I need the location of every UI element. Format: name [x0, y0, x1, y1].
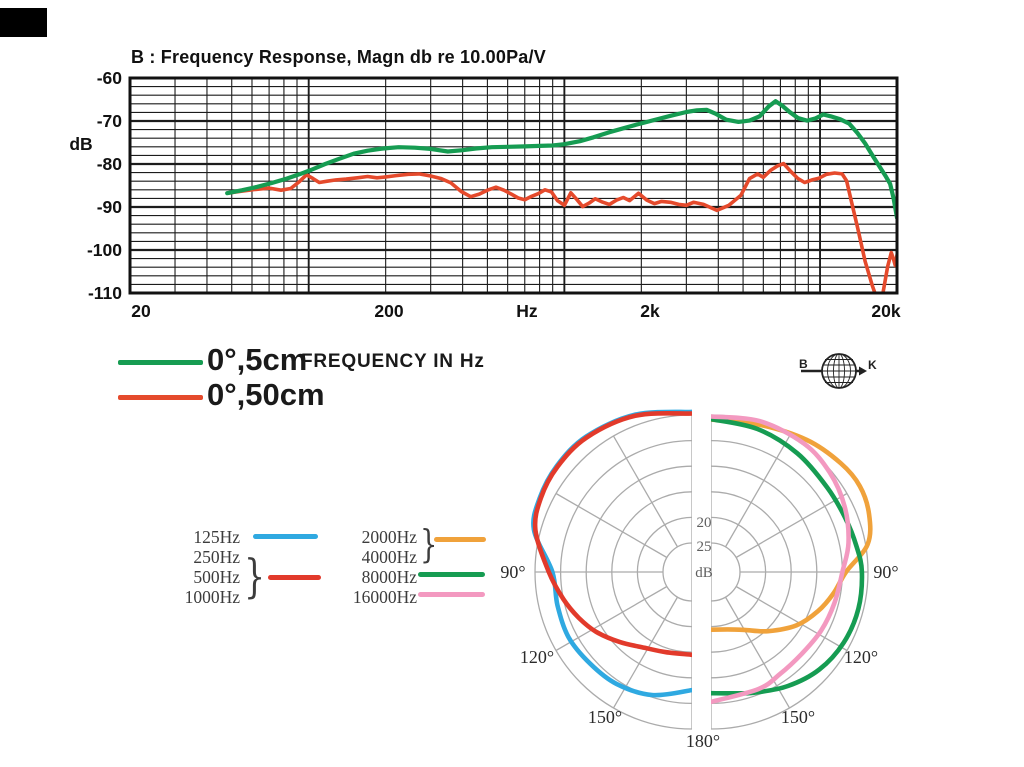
svg-text:-80: -80	[97, 154, 123, 174]
polar-ring-labels: 20 25 dB	[695, 515, 713, 581]
frequency-response-chart: 20 200 Hz 2k 20k -60 -70 -80 -90 -100 -110 dB	[69, 68, 901, 321]
polar-legend-16000hz: 16000Hz	[352, 587, 417, 607]
svg-text:90°: 90°	[873, 562, 898, 582]
bk-logo: B K	[799, 353, 877, 389]
svg-text:150°: 150°	[588, 707, 622, 727]
svg-text:2k: 2k	[640, 301, 660, 321]
polar-series-500Hz-1000Hz	[532, 411, 692, 658]
polar-legend-swatch-125hz	[253, 534, 318, 539]
svg-text:90°: 90°	[500, 562, 525, 582]
fr-x-ticks: 20 200 Hz 2k 20k	[131, 301, 901, 321]
polar-legend-4000hz: 4000Hz	[361, 547, 417, 567]
svg-text:200: 200	[374, 301, 403, 321]
polar-unit-label: dB	[695, 565, 713, 581]
svg-text:20k: 20k	[871, 301, 900, 321]
bk-logo-globe-grid	[822, 353, 856, 389]
svg-text:-60: -60	[97, 68, 123, 88]
bk-logo-arrowhead	[859, 366, 867, 376]
fr-series-0°,50cm	[225, 161, 897, 293]
svg-text:20: 20	[697, 515, 712, 531]
polar-pattern-chart: 20 25 dB 90° 90° 120° 120° 150° 150° 180°	[500, 409, 899, 751]
polar-legend-8000hz: 8000Hz	[361, 567, 417, 587]
polar-legend-125hz: 125Hz	[193, 527, 240, 547]
polar-legend-swatch-500-1000hz	[268, 575, 321, 580]
svg-text:20: 20	[131, 301, 151, 321]
polar-grid-right	[711, 414, 873, 730]
fr-chart-title: B : Frequency Response, Magn db re 10.00…	[131, 47, 546, 67]
svg-text:Hz: Hz	[516, 301, 538, 321]
svg-text:-70: -70	[97, 111, 123, 131]
polar-legend-250hz: 250Hz	[193, 547, 240, 567]
fr-grid	[130, 78, 897, 293]
legend-line-0deg-50cm	[118, 395, 203, 400]
svg-text:25: 25	[697, 539, 712, 555]
legend-label-0deg-5cm: 0°,5cm	[207, 342, 308, 377]
svg-text:-110: -110	[88, 283, 122, 303]
x-axis-note: FREQUENCY IN Hz	[301, 351, 485, 372]
fr-y-ticks: -60 -70 -80 -90 -100 -110	[87, 68, 122, 303]
polar-legend-swatch-16000hz	[418, 592, 485, 597]
fr-y-axis-unit: dB	[69, 134, 92, 154]
polar-series-16000Hz	[711, 414, 851, 705]
bk-logo-letter-b: B	[799, 357, 808, 371]
polar-legend-2000hz: 2000Hz	[361, 527, 417, 547]
svg-text:180°: 180°	[686, 731, 720, 751]
svg-text:-90: -90	[97, 197, 123, 217]
legend-line-0deg-5cm	[118, 360, 203, 365]
svg-text:150°: 150°	[781, 707, 815, 727]
polar-legend-brace-left: }	[244, 549, 266, 603]
polar-legend-swatch-8000hz	[418, 572, 485, 577]
svg-text:-100: -100	[87, 240, 122, 260]
polar-grid-left	[531, 409, 692, 730]
polar-series-8000Hz	[711, 416, 865, 696]
black-corner-block	[0, 8, 47, 37]
bk-logo-letter-k: K	[868, 358, 877, 372]
polar-legend-swatch-2000-4000hz	[434, 537, 486, 542]
fr-series-0°,5cm	[225, 99, 897, 220]
polar-angle-labels: 90° 90° 120° 120° 150° 150° 180°	[500, 562, 898, 751]
polar-legend-500hz: 500Hz	[193, 567, 240, 587]
svg-text:120°: 120°	[520, 647, 554, 667]
polar-series-2000Hz-4000Hz	[711, 417, 873, 634]
polar-legend-1000hz: 1000Hz	[184, 587, 240, 607]
legend-label-0deg-50cm: 0°,50cm	[207, 377, 325, 412]
svg-text:120°: 120°	[844, 647, 878, 667]
polar-legend-brace-right: }	[420, 522, 438, 566]
